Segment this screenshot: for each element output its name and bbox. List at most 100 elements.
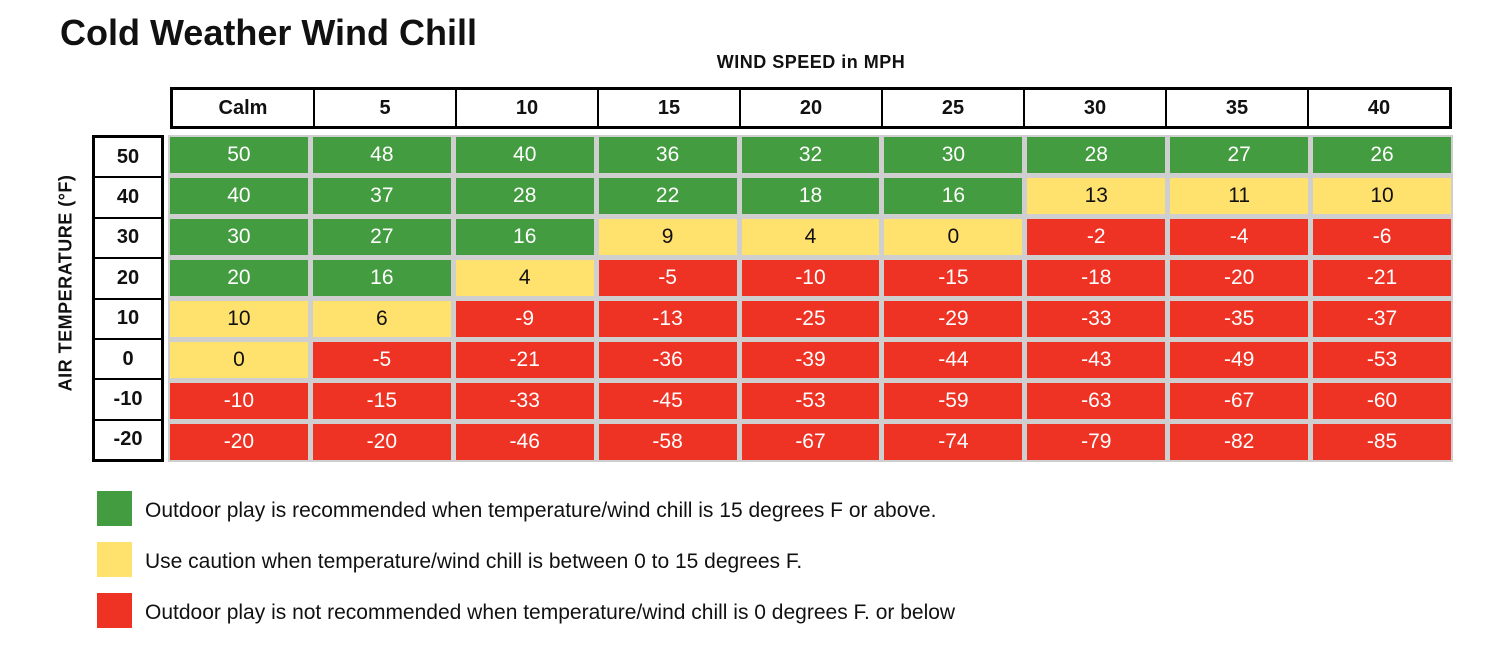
wind-chill-cell: -82 bbox=[1170, 424, 1309, 460]
wind-chill-cell: -15 bbox=[884, 260, 1023, 296]
wind-speed-header-cell: 40 bbox=[1307, 90, 1449, 126]
wind-chill-cell: -13 bbox=[598, 301, 737, 337]
wind-chill-cell: 22 bbox=[598, 178, 737, 214]
wind-chill-cell: 13 bbox=[1027, 178, 1166, 214]
wind-chill-cell: -29 bbox=[884, 301, 1023, 337]
temperature-row-label: 10 bbox=[95, 297, 161, 338]
wind-chill-cell: -45 bbox=[598, 383, 737, 419]
legend-text: Outdoor play is not recommended when tem… bbox=[145, 601, 956, 624]
legend-item: Outdoor play is not recommended when tem… bbox=[97, 593, 1097, 629]
legend-item: Use caution when temperature/wind chill … bbox=[97, 542, 1097, 578]
wind-chill-cell: 6 bbox=[312, 301, 451, 337]
wind-chill-cell: -5 bbox=[598, 260, 737, 296]
wind-chill-cell: 27 bbox=[312, 219, 451, 255]
wind-chill-cell: -6 bbox=[1313, 219, 1451, 255]
wind-chill-cell: 27 bbox=[1170, 137, 1309, 173]
wind-chill-cell: -53 bbox=[1313, 342, 1451, 378]
wind-chill-cell: -74 bbox=[884, 424, 1023, 460]
wind-chill-cell: -15 bbox=[312, 383, 451, 419]
wind-chill-cell: -10 bbox=[170, 383, 308, 419]
wind-speed-header-cell: 15 bbox=[597, 90, 739, 126]
wind-chill-cell: -21 bbox=[1313, 260, 1451, 296]
wind-chill-cell: 16 bbox=[312, 260, 451, 296]
wind-chill-cell: -63 bbox=[1027, 383, 1166, 419]
legend-swatch bbox=[97, 542, 132, 577]
wind-chill-cell: 40 bbox=[170, 178, 308, 214]
temperature-row-labels: 50 40 30 20 10 0 -10 -20 bbox=[92, 135, 164, 462]
wind-chill-cell: 10 bbox=[1313, 178, 1451, 214]
wind-chill-cell: 16 bbox=[455, 219, 594, 255]
wind-chill-cell: -49 bbox=[1170, 342, 1309, 378]
wind-chill-cell: 48 bbox=[312, 137, 451, 173]
wind-chill-cell: 11 bbox=[1170, 178, 1309, 214]
wind-chill-cell: -2 bbox=[1027, 219, 1166, 255]
wind-chill-cell: -9 bbox=[455, 301, 594, 337]
wind-chill-cell: 4 bbox=[455, 260, 594, 296]
temperature-row-label: 0 bbox=[95, 337, 161, 378]
legend-item: Outdoor play is recommended when tempera… bbox=[97, 491, 1097, 527]
wind-chill-cell: -60 bbox=[1313, 383, 1451, 419]
wind-speed-header-cell: 25 bbox=[881, 90, 1023, 126]
wind-chill-cell: 37 bbox=[312, 178, 451, 214]
wind-chill-cell: -18 bbox=[1027, 260, 1166, 296]
temperature-row-label: -10 bbox=[95, 378, 161, 418]
wind-chill-cell: -33 bbox=[1027, 301, 1166, 337]
wind-chill-cell: 50 bbox=[170, 137, 308, 173]
wind-chill-cell: -5 bbox=[312, 342, 451, 378]
legend-swatch bbox=[97, 491, 132, 526]
wind-chill-cell: -20 bbox=[1170, 260, 1309, 296]
wind-chill-cell: -4 bbox=[1170, 219, 1309, 255]
wind-chill-cell: 28 bbox=[1027, 137, 1166, 173]
wind-chill-cell: 20 bbox=[170, 260, 308, 296]
wind-chill-cell: -36 bbox=[598, 342, 737, 378]
wind-chill-cell: -39 bbox=[741, 342, 880, 378]
wind-chill-cell: -43 bbox=[1027, 342, 1166, 378]
wind-chill-cell: -20 bbox=[312, 424, 451, 460]
chart-title: Cold Weather Wind Chill bbox=[60, 12, 478, 53]
wind-chill-cell: 32 bbox=[741, 137, 880, 173]
wind-chill-cell: -46 bbox=[455, 424, 594, 460]
legend-swatch bbox=[97, 593, 132, 628]
wind-chill-cell: 30 bbox=[170, 219, 308, 255]
temperature-row-label: 40 bbox=[95, 176, 161, 216]
wind-speed-header-cell: Calm bbox=[218, 96, 268, 119]
wind-chill-cell: -67 bbox=[1170, 383, 1309, 419]
wind-chill-cell: -25 bbox=[741, 301, 880, 337]
wind-chill-cell: -21 bbox=[455, 342, 594, 378]
wind-chill-cell: -59 bbox=[884, 383, 1023, 419]
wind-chill-grid: 50 48 40 36 32 30 28 27 26 40 37 28 22 18 16 13 11 10 30 27… bbox=[168, 135, 1453, 462]
wind-chill-cell: 0 bbox=[170, 342, 308, 378]
wind-chill-cell: 28 bbox=[455, 178, 594, 214]
wind-speed-header-cell: 20 bbox=[739, 90, 881, 126]
wind-speed-header-cell: 35 bbox=[1165, 90, 1307, 126]
wind-chill-cell: -53 bbox=[741, 383, 880, 419]
wind-chill-cell: -10 bbox=[741, 260, 880, 296]
wind-chill-cell: -67 bbox=[741, 424, 880, 460]
wind-chill-cell: 26 bbox=[1313, 137, 1451, 173]
wind-chill-cell: -20 bbox=[170, 424, 308, 460]
air-temperature-axis-title: AIR TEMPERATURE (°F) bbox=[55, 174, 76, 392]
temperature-row-label: -20 bbox=[95, 418, 161, 459]
wind-chill-cell: -35 bbox=[1170, 301, 1309, 337]
wind-speed-header-cell: 10 bbox=[455, 90, 597, 126]
wind-speed-axis-title: WIND SPEED in MPH bbox=[716, 52, 906, 72]
wind-chill-cell: 0 bbox=[884, 219, 1023, 255]
wind-chill-cell: 40 bbox=[455, 137, 594, 173]
temperature-row-label: 50 bbox=[116, 145, 140, 168]
wind-chill-cell: -85 bbox=[1313, 424, 1451, 460]
wind-chill-cell: 16 bbox=[884, 178, 1023, 214]
temperature-row-label: 20 bbox=[95, 257, 161, 297]
wind-chill-cell: 18 bbox=[741, 178, 880, 214]
wind-chill-cell: -58 bbox=[598, 424, 737, 460]
temperature-row-label: 30 bbox=[95, 216, 161, 257]
wind-chill-cell: -37 bbox=[1313, 301, 1451, 337]
wind-speed-header-cell: 30 bbox=[1023, 90, 1165, 126]
wind-speed-header-cell: 5 bbox=[313, 90, 455, 126]
wind-chill-cell: -33 bbox=[455, 383, 594, 419]
wind-chill-cell: 10 bbox=[170, 301, 308, 337]
wind-speed-header-row: Calm 5 10 15 20 25 30 35 40 bbox=[170, 87, 1452, 129]
wind-chill-cell: -44 bbox=[884, 342, 1023, 378]
legend-text: Outdoor play is recommended when tempera… bbox=[145, 499, 937, 522]
wind-chill-cell: 9 bbox=[598, 219, 737, 255]
wind-chill-cell: 30 bbox=[884, 137, 1023, 173]
